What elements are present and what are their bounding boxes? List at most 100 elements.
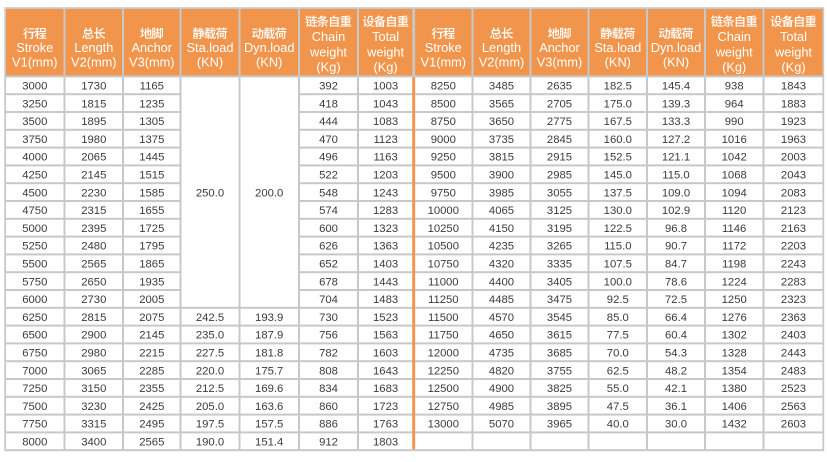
svg-text:2443: 2443 <box>781 348 806 360</box>
svg-text:7750: 7750 <box>22 419 47 431</box>
svg-text:3565: 3565 <box>489 98 514 110</box>
svg-text:2075: 2075 <box>139 312 164 324</box>
svg-text:2215: 2215 <box>139 348 164 360</box>
svg-text:190.0: 190.0 <box>196 437 224 449</box>
svg-text:2003: 2003 <box>781 152 806 164</box>
svg-text:Length: Length <box>74 40 113 55</box>
svg-text:3195: 3195 <box>547 223 572 235</box>
svg-text:2163: 2163 <box>781 223 806 235</box>
svg-text:4750: 4750 <box>22 205 47 217</box>
svg-text:1923: 1923 <box>781 116 806 128</box>
svg-text:167.5: 167.5 <box>604 116 632 128</box>
svg-text:2775: 2775 <box>547 116 572 128</box>
svg-text:1235: 1235 <box>139 98 164 110</box>
svg-text:6000: 6000 <box>22 294 47 306</box>
svg-text:3685: 3685 <box>547 348 572 360</box>
svg-text:2403: 2403 <box>781 330 806 342</box>
svg-text:182.5: 182.5 <box>604 81 632 93</box>
svg-text:1146: 1146 <box>722 223 746 235</box>
svg-text:8500: 8500 <box>431 98 456 110</box>
svg-text:1723: 1723 <box>373 401 398 413</box>
svg-text:85.0: 85.0 <box>607 312 629 324</box>
svg-text:1980: 1980 <box>81 134 106 146</box>
svg-text:V1(mm): V1(mm) <box>421 55 467 70</box>
svg-text:496: 496 <box>319 152 338 164</box>
svg-text:66.4: 66.4 <box>665 312 687 324</box>
svg-text:47.5: 47.5 <box>607 401 629 413</box>
svg-text:1375: 1375 <box>139 134 164 146</box>
svg-text:1276: 1276 <box>722 312 747 324</box>
svg-text:1963: 1963 <box>781 134 806 146</box>
svg-text:2815: 2815 <box>81 312 106 324</box>
svg-text:151.4: 151.4 <box>255 437 283 449</box>
svg-text:9750: 9750 <box>431 187 456 199</box>
svg-text:5250: 5250 <box>22 241 47 253</box>
svg-text:3475: 3475 <box>547 294 572 306</box>
svg-text:3815: 3815 <box>489 152 514 164</box>
svg-text:1016: 1016 <box>722 134 747 146</box>
svg-text:107.5: 107.5 <box>604 259 632 271</box>
svg-text:3400: 3400 <box>81 437 106 449</box>
svg-text:470: 470 <box>319 134 338 146</box>
svg-text:4250: 4250 <box>22 170 47 182</box>
svg-text:1380: 1380 <box>722 383 747 395</box>
svg-text:2123: 2123 <box>781 205 806 217</box>
svg-text:242.5: 242.5 <box>196 312 224 324</box>
svg-text:Length: Length <box>482 40 521 55</box>
svg-text:990: 990 <box>725 116 744 128</box>
svg-text:3650: 3650 <box>489 116 514 128</box>
svg-text:Sta.load: Sta.load <box>594 40 641 55</box>
svg-text:1445: 1445 <box>139 152 164 164</box>
svg-text:7000: 7000 <box>22 365 47 377</box>
svg-text:2603: 2603 <box>781 419 806 431</box>
svg-text:1730: 1730 <box>81 81 106 93</box>
svg-text:54.3: 54.3 <box>665 348 687 360</box>
svg-text:weight: weight <box>774 45 812 60</box>
svg-text:40.0: 40.0 <box>607 419 629 431</box>
svg-text:11250: 11250 <box>428 294 459 306</box>
svg-text:weight: weight <box>715 45 753 60</box>
svg-text:157.5: 157.5 <box>255 419 283 431</box>
svg-text:3250: 3250 <box>22 98 47 110</box>
svg-text:3125: 3125 <box>547 205 572 217</box>
svg-text:Dyn.load: Dyn.load <box>651 40 702 55</box>
svg-text:13000: 13000 <box>428 419 459 431</box>
svg-text:2565: 2565 <box>139 437 164 449</box>
svg-text:V3(mm): V3(mm) <box>129 55 175 70</box>
svg-text:3335: 3335 <box>547 259 572 271</box>
svg-text:2283: 2283 <box>781 276 806 288</box>
svg-text:197.5: 197.5 <box>196 419 224 431</box>
svg-text:2985: 2985 <box>547 170 572 182</box>
svg-text:1655: 1655 <box>139 205 164 217</box>
svg-text:1935: 1935 <box>139 276 164 288</box>
svg-text:12750: 12750 <box>428 401 459 413</box>
svg-text:163.6: 163.6 <box>255 401 283 413</box>
svg-text:133.3: 133.3 <box>662 116 690 128</box>
svg-text:3900: 3900 <box>489 170 514 182</box>
svg-text:3265: 3265 <box>547 241 572 253</box>
svg-text:2915: 2915 <box>547 152 572 164</box>
svg-text:Anchor: Anchor <box>132 40 173 55</box>
svg-text:1302: 1302 <box>722 330 747 342</box>
svg-text:600: 600 <box>319 223 338 235</box>
svg-text:115.0: 115.0 <box>604 241 631 253</box>
svg-text:1305: 1305 <box>139 116 164 128</box>
svg-text:30.0: 30.0 <box>665 419 687 431</box>
svg-text:2425: 2425 <box>139 401 164 413</box>
svg-text:3895: 3895 <box>547 401 572 413</box>
svg-text:139.3: 139.3 <box>662 98 690 110</box>
svg-text:235.0: 235.0 <box>196 330 224 342</box>
svg-text:72.5: 72.5 <box>665 294 687 306</box>
svg-text:2065: 2065 <box>81 152 106 164</box>
svg-text:3485: 3485 <box>489 81 514 93</box>
svg-text:10500: 10500 <box>428 241 459 253</box>
svg-text:70.0: 70.0 <box>607 348 629 360</box>
svg-text:1043: 1043 <box>373 98 398 110</box>
svg-text:4820: 4820 <box>489 365 514 377</box>
svg-text:4320: 4320 <box>489 259 514 271</box>
svg-text:3500: 3500 <box>22 116 47 128</box>
svg-text:3315: 3315 <box>81 419 106 431</box>
svg-text:145.4: 145.4 <box>662 81 690 93</box>
svg-text:1120: 1120 <box>722 205 746 217</box>
svg-text:1563: 1563 <box>373 330 398 342</box>
